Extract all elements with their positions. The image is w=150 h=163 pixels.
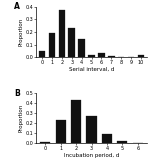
Bar (78, 39, 85, 57)
Bar (138, 55, 144, 57)
Y-axis label: Proportion: Proportion (18, 18, 23, 46)
Text: B: B (14, 89, 20, 98)
Bar (58, 10, 65, 57)
X-axis label: Incubation period, d: Incubation period, d (64, 153, 119, 158)
Y-axis label: Proportion: Proportion (18, 104, 23, 132)
Bar (49, 33, 55, 57)
Bar (39, 51, 45, 57)
Bar (68, 28, 75, 57)
Bar (117, 141, 127, 143)
Bar (108, 56, 115, 57)
Bar (87, 116, 96, 143)
X-axis label: Serial interval, d: Serial interval, d (69, 66, 114, 71)
Text: A: A (14, 2, 20, 11)
Bar (102, 134, 112, 143)
Bar (40, 142, 50, 143)
Bar (98, 53, 105, 57)
Bar (71, 100, 81, 143)
Bar (88, 55, 95, 57)
Bar (56, 120, 66, 143)
